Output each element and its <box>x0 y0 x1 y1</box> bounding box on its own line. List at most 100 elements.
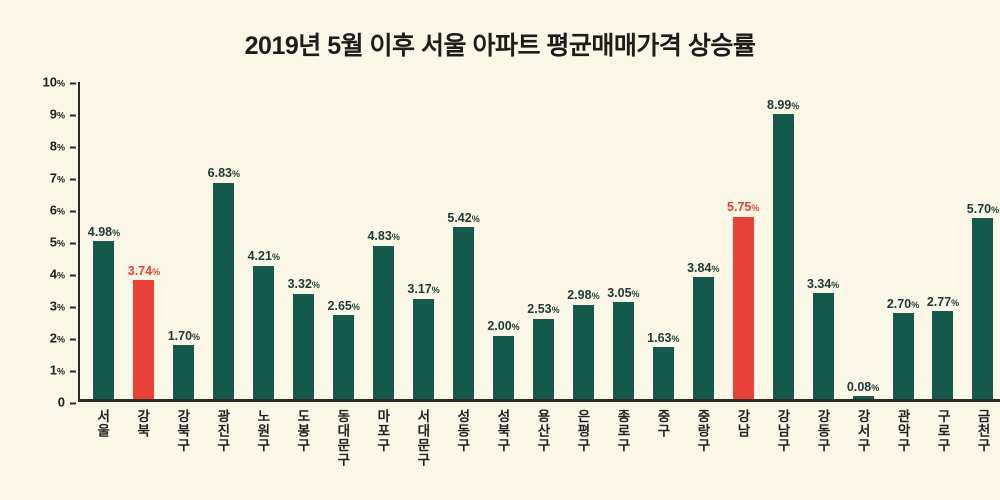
bar-value-label: 3.32% <box>287 277 320 292</box>
bar-column: 2.98% <box>563 82 603 399</box>
bar-column: 3.34% <box>803 82 843 399</box>
bar-column: 1.70% <box>164 82 204 399</box>
x-axis-label: 관악구 <box>895 409 911 453</box>
x-axis-label: 노원구 <box>254 409 270 453</box>
bar-column: 2.70% <box>883 82 923 399</box>
y-axis-tick-label: 5% <box>49 234 77 250</box>
y-axis-tick-label: 9% <box>49 106 77 122</box>
y-axis: 0 1% 2% 3% 4% 5% 6% 7% 8% 9% 10% <box>28 76 78 409</box>
x-axis-label: 강남구 <box>775 409 791 453</box>
x-axis-label: 금천구 <box>975 409 991 453</box>
page-title: 2019년 5월 이후 서울 아파트 평균매매가격 상승률 <box>0 26 1000 62</box>
bar <box>932 311 954 399</box>
bar <box>93 241 115 399</box>
bar-column: 3.74% <box>124 82 164 399</box>
bar <box>173 345 195 399</box>
bar <box>692 277 714 399</box>
bar-value-label: 3.17% <box>407 282 440 297</box>
bar <box>532 318 554 399</box>
bar-value-label: 3.84% <box>687 260 720 275</box>
bar <box>213 182 235 399</box>
page-title-rest: 서울 아파트 평균매매가격 상승률 <box>414 32 756 60</box>
bar-value-label: 0.08% <box>846 379 880 394</box>
bar-value-label: 3.05% <box>607 285 640 300</box>
bar-value-label: 2.65% <box>327 298 360 313</box>
x-axis-label: 강북구 <box>174 409 190 453</box>
x-axis-label: 강남 <box>735 409 750 438</box>
bar-value-label: 6.83% <box>207 166 241 180</box>
bar-value-label: 3.34% <box>806 276 840 291</box>
x-axis-label: 중구 <box>654 409 670 438</box>
bar-value-label: 1.63% <box>647 330 680 345</box>
bar-column: 1.63% <box>643 82 683 399</box>
bar-value-label: 2.53% <box>527 302 560 317</box>
bar <box>972 218 994 399</box>
bar-highlighted <box>133 280 155 399</box>
bar <box>652 347 674 399</box>
bar <box>373 245 395 399</box>
y-axis-tick-label: 1% <box>49 362 77 378</box>
bar-value-label: 2.00% <box>487 319 520 334</box>
bar-chart: 0 1% 2% 3% 4% 5% 6% 7% 8% 9% 10% 4.98% 3.74% 1.70% 6.… <box>28 76 1000 467</box>
bar-value-label: 2.77% <box>926 294 960 309</box>
bar-value-label: 8.99% <box>767 97 800 112</box>
x-axis-label: 서울 <box>94 409 110 438</box>
y-axis-tick-label: 7% <box>49 170 77 186</box>
y-axis-tick-label: 4% <box>49 266 77 282</box>
bar-value-label: 5.42% <box>447 210 480 225</box>
bar-value-label: 2.70% <box>886 296 920 311</box>
x-axis-label: 강서구 <box>855 409 871 453</box>
bar-column: 2.77% <box>923 82 963 399</box>
bar-column: 3.84% <box>683 82 723 399</box>
bar <box>572 304 594 399</box>
y-axis-tick-label: 2% <box>49 330 77 346</box>
bar-column: 6.83% <box>204 82 244 399</box>
y-axis-tick-label: 3% <box>49 298 77 314</box>
bar-column: 4.98% <box>84 82 124 399</box>
bar-value-label: 5.70% <box>966 201 1000 216</box>
bar-column: 0.08% <box>843 82 883 399</box>
bar-column: 5.42% <box>444 82 484 399</box>
bar-value-label: 1.70% <box>167 328 201 343</box>
bar-value-label: 4.98% <box>87 224 121 239</box>
x-axis-label: 도봉구 <box>294 409 310 453</box>
bar-column: 2.53% <box>523 82 563 399</box>
bar <box>493 335 514 399</box>
y-axis-tick-label: 0 <box>57 394 77 410</box>
plot-area: 4.98% 3.74% 1.70% 6.83% 4.21% 3.32% 2.65% 4.83%… <box>78 82 1000 402</box>
y-axis-tick-label: 8% <box>49 138 77 154</box>
bar-value-label: 4.21% <box>247 249 280 264</box>
bar <box>892 313 914 399</box>
page-title-strong: 2019년 5월 이후 <box>244 32 415 60</box>
x-axis-label: 구로구 <box>935 409 951 453</box>
bar <box>612 302 634 399</box>
bar-column: 2.00% <box>484 82 524 399</box>
plot-column: 4.98% 3.74% 1.70% 6.83% 4.21% 3.32% 2.65% 4.83%… <box>78 82 1000 467</box>
x-axis-label: 동대문구 <box>334 409 350 467</box>
bar-column: 3.32% <box>284 82 324 399</box>
bar-column: 3.05% <box>603 82 643 399</box>
bar <box>253 265 275 399</box>
bar <box>333 315 355 399</box>
x-axis-label: 강동구 <box>815 409 831 453</box>
bar-column: 3.17% <box>404 82 444 399</box>
bar <box>852 396 874 399</box>
bar <box>812 293 834 399</box>
bar-highlighted <box>732 216 754 399</box>
y-axis-tick-label: 6% <box>49 202 77 218</box>
bar-column: 8.99% <box>763 82 803 399</box>
bar <box>772 114 794 399</box>
x-axis-label: 마포구 <box>374 409 390 453</box>
bar-column: 2.65% <box>324 82 364 399</box>
bar-column: 4.21% <box>244 82 284 399</box>
x-axis-label: 중랑구 <box>694 409 710 453</box>
bar <box>413 298 435 399</box>
x-axis-label: 서대문구 <box>414 409 430 467</box>
bar-column: 5.70% <box>963 82 1000 399</box>
bar <box>453 227 475 399</box>
x-axis-label: 성동구 <box>454 409 470 453</box>
x-axis-label: 성북구 <box>494 409 510 453</box>
bar-value-label: 5.75% <box>727 200 760 215</box>
x-axis-label: 은평구 <box>574 409 590 453</box>
bar-column: 4.83% <box>364 82 404 399</box>
